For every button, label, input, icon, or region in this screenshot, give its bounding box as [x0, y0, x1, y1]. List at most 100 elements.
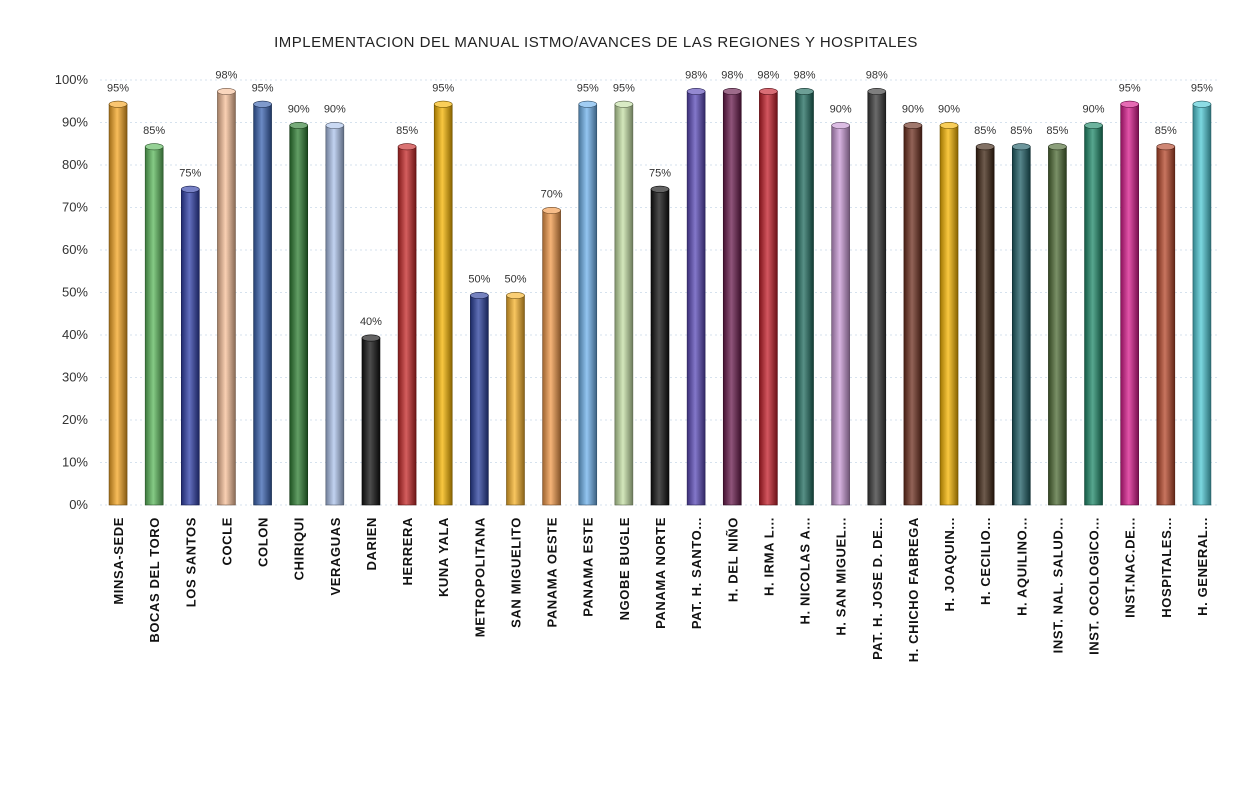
bar-body	[217, 91, 236, 506]
x-category-label: H. DEL NIÑO	[725, 517, 740, 602]
bar-body	[253, 103, 272, 506]
x-category-label: HERRERA	[400, 517, 415, 585]
bar-body	[1048, 146, 1067, 506]
x-category-label: BOCAS DEL TORO	[147, 517, 162, 643]
y-tick-label: 20%	[62, 412, 88, 427]
y-axis-ticks: 0% 10% 20% 30% 40% 50% 60% 70% 80% 90% 100%	[55, 72, 89, 512]
data-label: 90%	[1083, 104, 1105, 116]
data-label: 85%	[1046, 125, 1068, 137]
x-category-label: SAN MIGUELITO	[508, 517, 523, 628]
bar	[253, 100, 272, 506]
data-label: 85%	[1010, 125, 1032, 137]
data-label: 85%	[1155, 125, 1177, 137]
bar-body	[975, 146, 995, 506]
data-label: 85%	[974, 125, 996, 137]
chart-title: IMPLEMENTACION DEL MANUAL ISTMO/AVANCES …	[274, 34, 918, 51]
data-label: 98%	[721, 70, 743, 82]
bar-body	[578, 103, 598, 506]
data-label: 85%	[143, 125, 165, 137]
bar	[1011, 143, 1031, 506]
data-label: 95%	[577, 82, 599, 94]
y-tick-label: 60%	[62, 242, 88, 257]
x-category-label: PANAMA NORTE	[653, 517, 668, 629]
x-category-label: INST. OCOLOGICO...	[1087, 517, 1102, 655]
bar-body	[361, 337, 381, 506]
data-label: 98%	[794, 70, 816, 82]
bar-body	[181, 188, 200, 506]
data-label: 90%	[288, 104, 310, 116]
y-tick-label: 100%	[55, 72, 89, 87]
x-category-label: PAT. H. JOSE D. DE...	[870, 517, 885, 660]
bar-body	[903, 125, 923, 506]
bar-body	[867, 91, 887, 506]
x-category-label: MINSA-SEDE	[111, 517, 126, 605]
data-label: 90%	[324, 104, 346, 116]
bar	[759, 88, 778, 506]
bar-body	[1156, 146, 1176, 506]
data-label: 70%	[541, 189, 563, 201]
bar	[181, 185, 200, 506]
data-label: 50%	[504, 274, 526, 286]
x-category-label: H. AQUILINO...	[1014, 517, 1029, 616]
bar-top	[795, 88, 814, 96]
x-category-label: METROPOLITANA	[472, 517, 487, 637]
bar-top	[1192, 100, 1212, 108]
bar	[289, 122, 309, 506]
data-label: 98%	[866, 70, 888, 82]
bar	[650, 185, 670, 506]
bar-body	[831, 125, 850, 506]
data-label: 98%	[757, 70, 779, 82]
bar-top	[289, 122, 309, 130]
x-category-label: HOSPITALES...	[1159, 517, 1174, 618]
bar	[470, 291, 489, 506]
x-category-label: INST. NAL. SALUD...	[1050, 517, 1065, 653]
data-label: 90%	[938, 104, 960, 116]
bar-top	[1084, 122, 1103, 130]
bar-body	[650, 188, 670, 506]
data-label: 75%	[649, 167, 671, 179]
bar	[397, 143, 417, 506]
x-category-label: H. CECILIO...	[978, 517, 993, 605]
bar	[542, 207, 561, 506]
bar-top	[361, 334, 381, 342]
bar	[686, 88, 706, 506]
bar-top	[542, 207, 561, 215]
bar-body	[1120, 103, 1139, 506]
bar-body	[1011, 146, 1031, 506]
x-category-label: H. NICOLAS A...	[798, 517, 813, 624]
data-label: 50%	[468, 274, 490, 286]
bar-top	[903, 122, 923, 130]
x-category-label: H. CHICHO FABREGA	[906, 517, 921, 662]
bar-top	[325, 122, 345, 130]
data-label: 98%	[685, 70, 707, 82]
bar	[578, 100, 598, 506]
bar-top	[939, 122, 959, 130]
y-tick-label: 10%	[62, 455, 88, 470]
y-tick-label: 0%	[69, 497, 88, 512]
bar-top	[686, 88, 706, 96]
bar	[1156, 143, 1176, 506]
data-label: 95%	[1119, 82, 1141, 94]
bar	[433, 100, 453, 506]
data-label: 95%	[432, 82, 454, 94]
bar	[867, 88, 887, 506]
x-category-label: NGOBE BUGLE	[617, 517, 632, 620]
bar	[144, 143, 164, 506]
bar-top	[722, 88, 742, 96]
x-category-label: H. GENERAL...	[1195, 517, 1210, 616]
x-category-label: PAT. H. SANTO...	[689, 517, 704, 629]
bar-body	[614, 103, 634, 506]
bar	[108, 100, 128, 506]
bar	[903, 122, 923, 506]
bar	[831, 122, 850, 506]
x-axis-labels: MINSA-SEDE BOCAS DEL TORO LOS SANTOS COCLE C…	[111, 517, 1210, 662]
x-category-label: PANAMA ESTE	[581, 517, 596, 617]
x-category-label: KUNA YALA	[436, 517, 451, 597]
data-label: 40%	[360, 316, 382, 328]
x-category-label: VERAGUAS	[328, 517, 343, 595]
bar-top	[650, 185, 670, 193]
data-label: 95%	[1191, 82, 1213, 94]
bar-top	[253, 100, 272, 108]
bar-body	[939, 125, 959, 506]
